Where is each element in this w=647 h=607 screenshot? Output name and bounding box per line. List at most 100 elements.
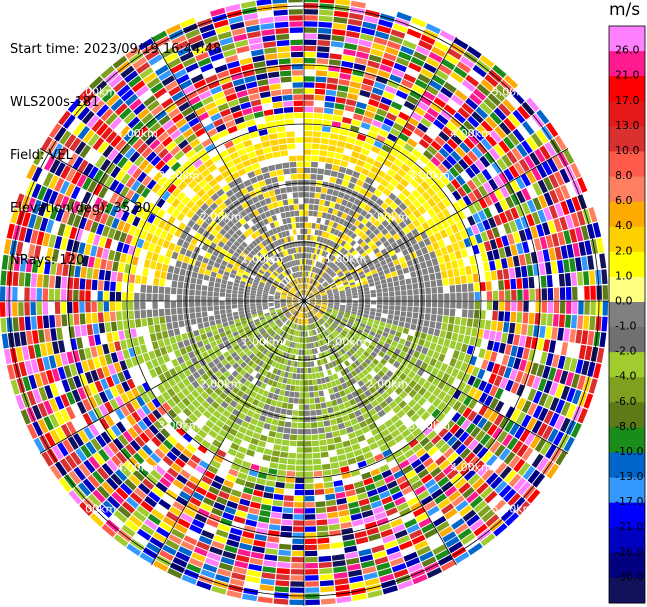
velocity-gate bbox=[343, 283, 350, 288]
velocity-gate bbox=[272, 500, 283, 507]
velocity-gate bbox=[555, 450, 568, 466]
velocity-gate bbox=[263, 448, 273, 456]
velocity-gate bbox=[460, 248, 468, 258]
velocity-gate bbox=[530, 251, 538, 264]
velocity-gate bbox=[325, 336, 331, 343]
velocity-gate bbox=[545, 262, 552, 275]
velocity-gate bbox=[319, 199, 325, 206]
velocity-gate bbox=[349, 156, 358, 165]
velocity-gate bbox=[248, 563, 262, 572]
velocity-gate bbox=[122, 311, 129, 320]
velocity-gate bbox=[226, 285, 233, 290]
velocity-gate bbox=[393, 336, 400, 343]
velocity-gate bbox=[314, 397, 321, 404]
velocity-gate bbox=[283, 427, 291, 434]
velocity-gate bbox=[268, 345, 275, 352]
velocity-gate bbox=[264, 342, 270, 348]
velocity-gate bbox=[205, 396, 215, 405]
velocity-gate bbox=[492, 249, 500, 260]
velocity-gate bbox=[117, 434, 129, 447]
velocity-gate bbox=[370, 351, 378, 358]
velocity-gate bbox=[455, 460, 468, 472]
velocity-gate bbox=[374, 453, 384, 462]
velocity-gate bbox=[355, 331, 362, 337]
velocity-gate bbox=[349, 575, 364, 584]
velocity-gate bbox=[321, 294, 327, 298]
velocity-gate bbox=[295, 471, 304, 477]
velocity-gate bbox=[351, 287, 357, 291]
velocity-gate bbox=[260, 329, 267, 335]
velocity-gate bbox=[364, 236, 372, 244]
velocity-gate bbox=[347, 276, 354, 281]
velocity-gate bbox=[320, 377, 326, 384]
velocity-gate bbox=[339, 247, 346, 254]
velocity-gate bbox=[227, 281, 234, 286]
velocity-gate bbox=[354, 367, 361, 375]
velocity-gate bbox=[590, 301, 596, 316]
velocity-gate bbox=[19, 331, 27, 346]
velocity-gate bbox=[503, 168, 514, 182]
velocity-gate bbox=[394, 529, 408, 539]
velocity-gate bbox=[319, 309, 325, 313]
velocity-gate bbox=[463, 335, 471, 345]
velocity-gate bbox=[338, 79, 350, 86]
velocity-gate bbox=[438, 131, 450, 142]
velocity-gate bbox=[431, 408, 441, 419]
velocity-gate bbox=[321, 304, 327, 307]
velocity-gate bbox=[353, 198, 362, 206]
velocity-gate bbox=[164, 287, 171, 294]
velocity-gate bbox=[571, 315, 578, 329]
velocity-gate bbox=[517, 481, 531, 496]
velocity-gate bbox=[259, 434, 268, 442]
velocity-gate bbox=[516, 143, 528, 158]
velocity-gate bbox=[232, 311, 239, 316]
velocity-gate bbox=[411, 189, 421, 199]
velocity-gate bbox=[338, 288, 345, 292]
velocity-gate bbox=[315, 254, 319, 261]
velocity-gate bbox=[305, 319, 307, 325]
velocity-gate bbox=[319, 396, 326, 403]
velocity-gate bbox=[376, 288, 382, 293]
velocity-gate bbox=[228, 428, 238, 437]
velocity-gate bbox=[158, 294, 164, 301]
velocity-gate bbox=[125, 443, 137, 456]
velocity-gate bbox=[508, 473, 522, 488]
velocity-gate bbox=[495, 462, 508, 476]
velocity-gate bbox=[353, 184, 362, 193]
velocity-gate bbox=[467, 191, 478, 203]
velocity-gate bbox=[323, 338, 328, 344]
velocity-gate bbox=[305, 290, 308, 296]
velocity-gate bbox=[223, 340, 230, 347]
velocity-gate bbox=[498, 416, 510, 430]
velocity-gate bbox=[273, 316, 279, 321]
velocity-gate bbox=[416, 101, 429, 112]
velocity-gate bbox=[317, 46, 330, 53]
velocity-gate bbox=[566, 244, 574, 258]
velocity-gate bbox=[362, 316, 368, 322]
velocity-gate bbox=[346, 222, 353, 230]
velocity-gate bbox=[311, 247, 315, 254]
velocity-gate bbox=[534, 438, 547, 453]
velocity-gate bbox=[361, 376, 369, 384]
velocity-gate bbox=[258, 314, 265, 319]
velocity-gate bbox=[181, 574, 197, 585]
velocity-gate bbox=[371, 42, 386, 52]
velocity-gate bbox=[304, 398, 310, 404]
velocity-gate bbox=[299, 380, 304, 386]
velocity-gate bbox=[57, 442, 69, 457]
velocity-gate bbox=[446, 182, 456, 193]
velocity-gate bbox=[332, 373, 339, 380]
velocity-gate bbox=[348, 279, 355, 284]
velocity-gate bbox=[30, 273, 37, 287]
velocity-gate bbox=[508, 455, 521, 469]
velocity-gate bbox=[151, 398, 161, 408]
velocity-gate bbox=[297, 361, 301, 368]
velocity-gate bbox=[142, 444, 153, 456]
velocity-gate bbox=[421, 473, 433, 484]
velocity-gate bbox=[306, 349, 310, 355]
velocity-gate bbox=[424, 478, 437, 489]
velocity-gate bbox=[338, 509, 350, 517]
velocity-gate bbox=[49, 464, 63, 480]
velocity-gate bbox=[408, 265, 415, 273]
velocity-gate bbox=[50, 262, 57, 275]
